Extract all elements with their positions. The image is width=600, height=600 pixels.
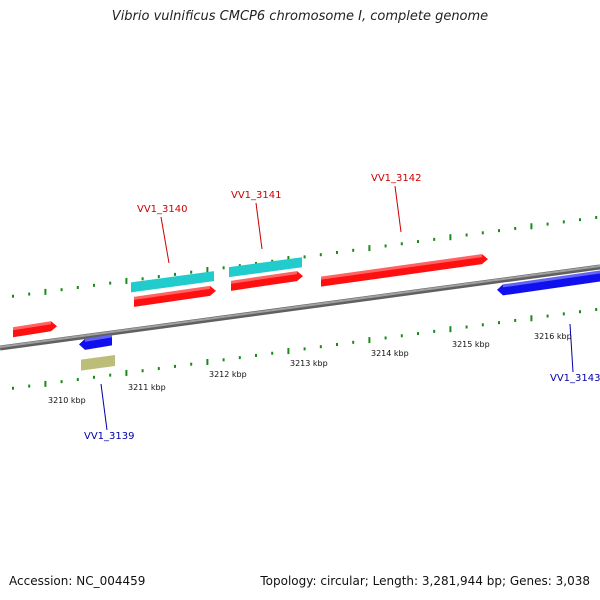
cds-vv1-3140[interactable] bbox=[134, 285, 216, 307]
leader-vv1-3139 bbox=[100, 383, 108, 431]
ruler-label: 3214 kbp bbox=[371, 349, 409, 358]
cds-vv1-3141[interactable] bbox=[231, 271, 303, 291]
genome-summary-text: Topology: circular; Length: 3,281,944 bp… bbox=[260, 574, 590, 588]
cds-vv1-3143-highlight bbox=[503, 270, 600, 288]
outer-tick-track bbox=[12, 216, 598, 298]
leader-vv1-3141 bbox=[255, 202, 263, 250]
leader-vv1-3143 bbox=[569, 323, 574, 373]
inner-tick-track bbox=[12, 308, 598, 390]
ruler-label: 3213 kbp bbox=[290, 359, 328, 368]
ruler-label: 3216 kbp bbox=[534, 332, 572, 341]
gene-labels: VV1_3140 VV1_3141 VV1_3142 VV1_3143 VV1_… bbox=[84, 173, 600, 442]
ruler-label: 3212 kbp bbox=[209, 370, 247, 379]
label-leader-lines bbox=[100, 185, 574, 431]
leader-vv1-3142 bbox=[394, 185, 402, 233]
cds-vv1-3138[interactable] bbox=[13, 321, 57, 338]
chromosome-backbone bbox=[0, 264, 600, 351]
other-feature-1[interactable] bbox=[81, 354, 115, 371]
rna-feature-2[interactable] bbox=[229, 257, 302, 278]
cds-vv1-3138-highlight bbox=[13, 321, 51, 331]
leader-vv1-3140 bbox=[160, 216, 170, 264]
gene-label-vv1-3140[interactable]: VV1_3140 bbox=[137, 204, 188, 215]
cds-vv1-3142[interactable] bbox=[321, 254, 488, 287]
cds-vv1-3140-highlight bbox=[134, 285, 210, 300]
cds-vv1-3142-highlight bbox=[321, 254, 482, 280]
gene-label-vv1-3142[interactable]: VV1_3142 bbox=[371, 173, 422, 184]
ruler-label: 3211 kbp bbox=[128, 383, 166, 392]
gene-label-vv1-3143[interactable]: VV1_3143 bbox=[550, 373, 600, 384]
cds-vv1-3139-highlight bbox=[85, 334, 112, 342]
genome-title: Vibrio vulnificus CMCP6 chromosome I, co… bbox=[111, 9, 489, 24]
ruler-labels: 3210 kbp 3211 kbp 3212 kbp 3213 kbp 3214… bbox=[48, 332, 572, 405]
ruler-label: 3215 kbp bbox=[452, 340, 490, 349]
rna-feature-1[interactable] bbox=[131, 271, 214, 293]
feature-track bbox=[13, 254, 600, 371]
cds-vv1-3141-highlight bbox=[231, 271, 297, 284]
cds-vv1-3143[interactable] bbox=[497, 270, 600, 296]
cds-vv1-3139[interactable] bbox=[79, 334, 112, 350]
accession-text: Accession: NC_004459 bbox=[9, 574, 146, 588]
ruler-label: 3210 kbp bbox=[48, 396, 86, 405]
gene-label-vv1-3139[interactable]: VV1_3139 bbox=[84, 431, 135, 442]
gene-label-vv1-3141[interactable]: VV1_3141 bbox=[231, 190, 282, 201]
